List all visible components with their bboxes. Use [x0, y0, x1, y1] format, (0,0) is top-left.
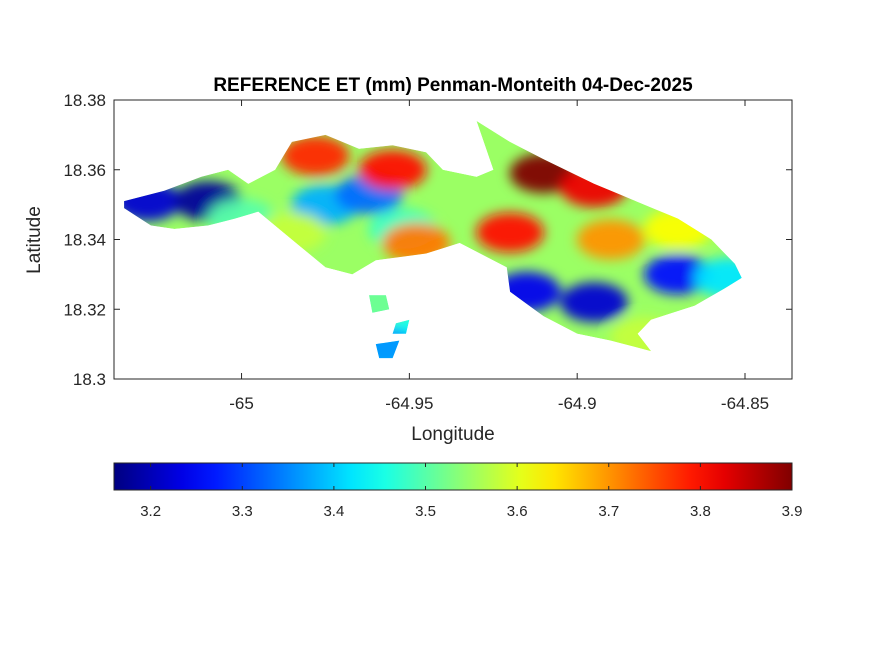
x-axis: -65 -64.95 -64.9 -64.85: [229, 100, 769, 413]
colorbar-frame: [113, 462, 793, 491]
y-tick-label: 18.3: [73, 370, 106, 389]
x-tick-label: -64.95: [385, 394, 433, 413]
y-axis-label: Latitude: [24, 206, 45, 274]
colorbar-tick-label: 3.9: [782, 503, 803, 520]
x-tick-label: -64.85: [721, 394, 769, 413]
x-axis-label: Longitude: [411, 424, 494, 445]
et-value-cell: [694, 257, 742, 298]
colorbar-tick-label: 3.7: [598, 503, 619, 520]
colorbar-tick-label: 3.6: [507, 503, 528, 520]
colorbar-tick-label: 3.3: [232, 503, 253, 520]
colorbar-gradient: [114, 463, 792, 490]
y-tick-label: 18.36: [63, 161, 106, 180]
x-tick-label: -65: [229, 394, 254, 413]
chart-title: REFERENCE ET (mm) Penman-Monteith 04-Dec…: [213, 75, 693, 96]
colorbar-tick-label: 3.5: [415, 503, 436, 520]
et-value-cell: [476, 212, 545, 253]
et-value-cell: [281, 135, 350, 176]
et-value-cell: [576, 219, 645, 260]
colorbar: 3.2 3.3 3.4 3.5 3.6 3.7 3.8 3.9: [113, 462, 802, 520]
y-tick-label: 18.38: [63, 91, 106, 110]
y-axis: 18.3 18.32 18.34 18.36 18.38: [63, 91, 792, 389]
et-value-cell: [358, 149, 427, 190]
y-tick-label: 18.32: [63, 300, 106, 319]
y-tick-label: 18.34: [63, 231, 106, 250]
colorbar-tick-label: 3.8: [690, 503, 711, 520]
colorbar-tick-label: 3.4: [323, 503, 344, 520]
colorbar-ticks: 3.2 3.3 3.4 3.5 3.6 3.7 3.8 3.9: [140, 463, 802, 520]
et-value-cell: [560, 282, 628, 323]
et-value-cell: [643, 254, 712, 295]
x-tick-label: -64.9: [558, 394, 597, 413]
colorbar-tick-label: 3.2: [140, 503, 161, 520]
